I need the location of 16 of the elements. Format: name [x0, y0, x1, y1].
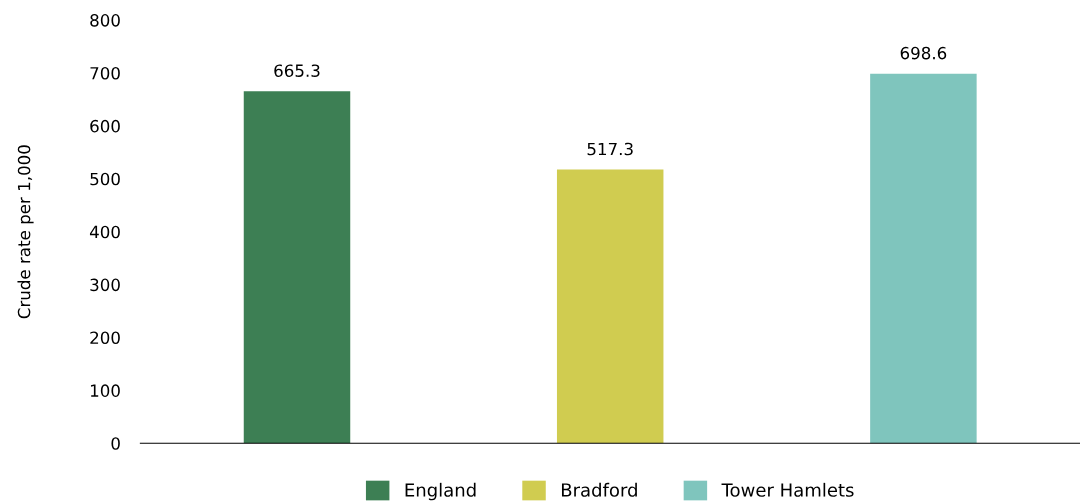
legend-label: Bradford	[561, 482, 637, 497]
y-tick-label: 600	[90, 119, 120, 133]
y-tick-label: 300	[90, 278, 120, 292]
y-tick-label: 500	[90, 172, 120, 186]
data-label: 698.6	[900, 46, 947, 60]
y-axis-title: Crude rate per 1,000	[17, 145, 34, 319]
y-tick-label: 100	[90, 384, 120, 397]
legend-label: Tower Hamlets	[721, 482, 854, 497]
y-tick-label: 400	[89, 225, 120, 239]
data-label: 665.3	[274, 64, 320, 77]
y-tick-label: 0	[111, 437, 120, 450]
y-tick-label: 200	[90, 331, 120, 345]
y-tick-label: 800	[90, 14, 120, 27]
y-tick-label: 700	[90, 66, 120, 80]
legend-label: England	[405, 482, 476, 501]
data-label: 517.3	[587, 142, 633, 156]
